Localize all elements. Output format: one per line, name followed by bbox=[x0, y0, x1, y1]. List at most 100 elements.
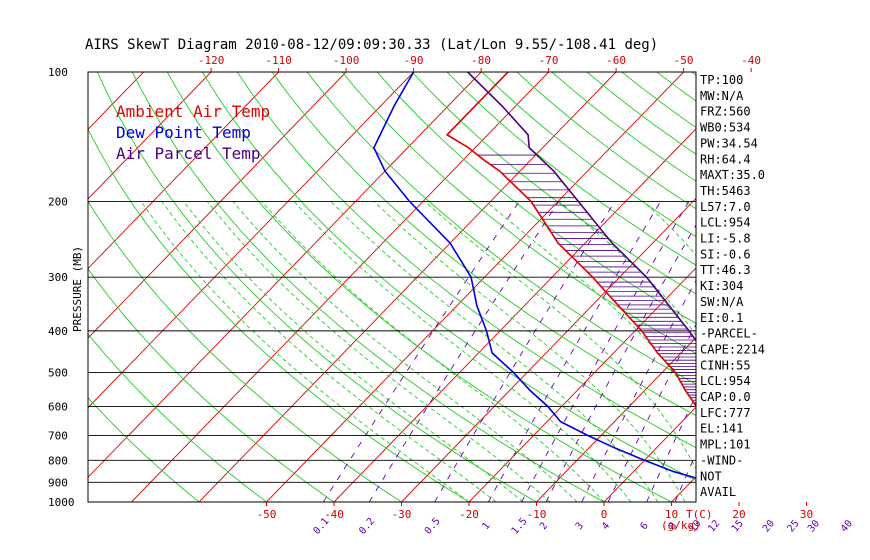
top-temp-tick-label: -90 bbox=[404, 54, 424, 67]
dry-adiabat bbox=[271, 72, 696, 417]
isotherm bbox=[266, 72, 684, 502]
side-panel-item: -WIND- bbox=[700, 453, 743, 467]
dry-adiabat bbox=[376, 72, 696, 324]
pressure-tick-label: 800 bbox=[48, 454, 68, 467]
moist-adiabat bbox=[183, 201, 524, 502]
dry-adiabat bbox=[166, 72, 672, 502]
isotherm bbox=[0, 72, 9, 502]
mixing-ratio-unit-label: (g/kg) bbox=[661, 519, 701, 532]
isotherm bbox=[131, 72, 549, 502]
side-panel-item: LI:-5.8 bbox=[700, 232, 751, 246]
bottom-temp-tick-label: 30 bbox=[800, 508, 813, 521]
legend: Ambient Air Temp Dew Point Temp Air Parcel… bbox=[116, 102, 270, 163]
mixing-ratio-tick-label: 40 bbox=[839, 518, 855, 534]
side-panel-item: EL:141 bbox=[700, 422, 743, 436]
mixing-ratio-tick-label: 1 bbox=[480, 521, 492, 533]
isotherm bbox=[198, 72, 617, 502]
mixing-ratio-tick-label: 0.5 bbox=[423, 516, 443, 537]
side-panel-item: EI:0.1 bbox=[700, 311, 743, 325]
pressure-tick-label: 600 bbox=[48, 401, 68, 414]
side-panel-item: SI:-0.6 bbox=[700, 247, 751, 261]
moist-adiabat bbox=[558, 201, 696, 337]
top-temp-tick-label: -70 bbox=[539, 54, 559, 67]
top-temp-tick-label: -60 bbox=[606, 54, 626, 67]
mixing-ratio-line bbox=[816, 201, 870, 502]
mixing-ratio-tick-label: 4 bbox=[600, 521, 612, 533]
dry-adiabat bbox=[446, 72, 696, 266]
y-axis-label: PRESSURE (MB) bbox=[71, 246, 84, 332]
dry-adiabat bbox=[411, 72, 696, 295]
side-panel-item: L57:7.0 bbox=[700, 200, 751, 214]
bottom-temp-tick-label: 10 bbox=[665, 508, 678, 521]
top-temp-tick-label: -120 bbox=[198, 54, 225, 67]
pressure-tick-label: 200 bbox=[48, 195, 68, 208]
isotherm bbox=[739, 72, 870, 502]
isotherm bbox=[88, 72, 347, 339]
mixing-ratio-line bbox=[771, 201, 870, 502]
mixing-ratio-line bbox=[434, 201, 616, 502]
isotherm bbox=[88, 72, 414, 409]
pressure-tick-label: 700 bbox=[48, 429, 68, 442]
mixing-ratio-line bbox=[796, 201, 870, 502]
moist-adiabat bbox=[261, 201, 605, 502]
bottom-temp-tick-label: -40 bbox=[324, 508, 344, 521]
legend-entry: Air Parcel Temp bbox=[116, 144, 261, 163]
dry-adiabat bbox=[236, 72, 696, 449]
side-panel-item: LCL:954 bbox=[700, 374, 751, 388]
profile-dew-point-temp bbox=[373, 72, 696, 479]
isotherm bbox=[468, 267, 696, 502]
moist-adiabat bbox=[206, 201, 551, 502]
isotherm bbox=[603, 406, 696, 502]
moist-adiabat bbox=[140, 201, 470, 502]
pressure-tick-label: 300 bbox=[48, 271, 68, 284]
side-panel-item: CINH:55 bbox=[700, 358, 751, 372]
isotherm bbox=[88, 72, 279, 270]
isotherm bbox=[536, 336, 696, 502]
dry-adiabat bbox=[96, 72, 537, 502]
mixing-ratio-tick-label: 2 bbox=[538, 521, 550, 533]
dry-adiabat bbox=[88, 268, 335, 502]
mixing-ratio-line bbox=[368, 201, 560, 502]
dry-adiabat bbox=[341, 72, 696, 355]
pressure-tick-label: 900 bbox=[48, 476, 68, 489]
top-temp-tick-label: -50 bbox=[674, 54, 694, 67]
dry-adiabat bbox=[797, 72, 870, 502]
side-panel-item: PW:34.54 bbox=[700, 136, 758, 150]
side-panel-item: TP:100 bbox=[700, 73, 743, 87]
pressure-tick-label: 400 bbox=[48, 325, 68, 338]
bottom-temp-tick-label: -10 bbox=[527, 508, 547, 521]
mixing-ratio-line bbox=[323, 201, 520, 502]
isotherm bbox=[333, 128, 696, 502]
mixing-ratio-tick-label: 8 bbox=[667, 521, 679, 533]
bottom-temp-tick-label: -20 bbox=[459, 508, 479, 521]
legend-entry: Dew Point Temp bbox=[116, 123, 251, 142]
cape-area-hatching bbox=[477, 154, 696, 406]
dry-adiabat bbox=[88, 397, 200, 502]
side-panel-item: -PARCEL- bbox=[700, 327, 758, 341]
moist-adiabat bbox=[373, 201, 686, 502]
isotherm bbox=[88, 72, 212, 200]
moist-adiabat bbox=[866, 201, 870, 502]
pressure-tick-label: 1000 bbox=[48, 496, 75, 509]
side-panel-item: TH:5463 bbox=[700, 184, 751, 198]
legend-entry: Ambient Air Temp bbox=[116, 102, 270, 121]
side-panel-item: CAP:0.0 bbox=[700, 390, 751, 404]
profile-air-parcel-temp bbox=[467, 72, 696, 342]
isotherm bbox=[807, 72, 870, 502]
isotherm bbox=[88, 72, 482, 478]
dry-adiabat bbox=[516, 72, 696, 210]
mixing-ratio-line bbox=[849, 201, 870, 502]
dry-adiabat bbox=[832, 72, 870, 502]
bottom-temp-tick-label: 0 bbox=[601, 508, 608, 521]
dry-adiabat bbox=[88, 128, 470, 502]
side-panel-item: KI:304 bbox=[700, 279, 743, 293]
side-panel-item: AVAIL bbox=[700, 485, 736, 499]
dry-adiabat bbox=[88, 200, 402, 502]
side-panel-item: NOT bbox=[700, 469, 722, 483]
side-panel-item: CAPE:2214 bbox=[700, 342, 765, 356]
dry-adiabat bbox=[762, 72, 870, 502]
pressure-tick-label: 100 bbox=[48, 66, 68, 79]
moist-adiabat bbox=[161, 201, 497, 502]
pressure-tick-label: 500 bbox=[48, 367, 68, 380]
